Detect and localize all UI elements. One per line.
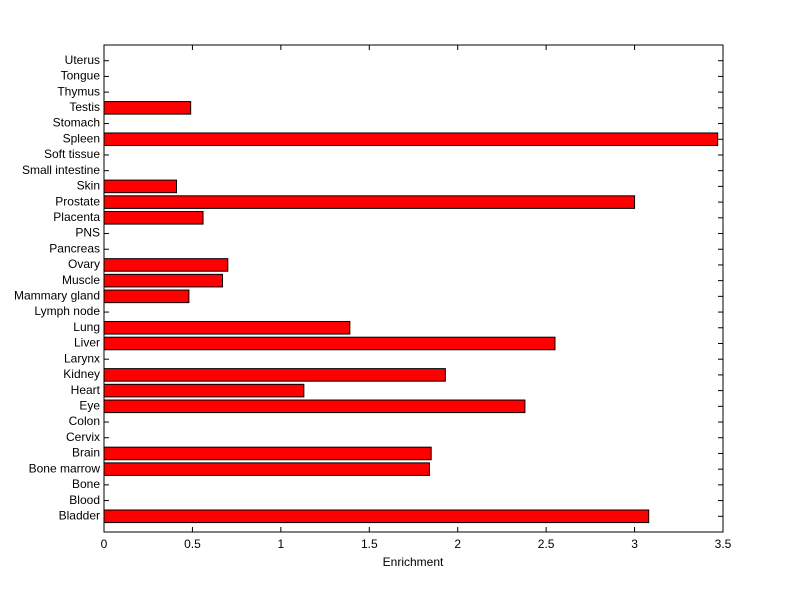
- bar: [103, 289, 190, 304]
- x-tick-label: 0.5: [184, 537, 201, 551]
- bar: [103, 211, 204, 225]
- y-tick-label: Small intestine: [22, 163, 100, 177]
- y-tick-label: Lymph node: [34, 304, 100, 318]
- y-tick-label: Muscle: [62, 273, 100, 287]
- y-tick-label: Bone: [72, 477, 100, 491]
- y-tick-label: Thymus: [57, 84, 100, 98]
- bar: [103, 179, 178, 194]
- y-tick-label: Colon: [69, 414, 100, 428]
- x-axis-label: Enrichment: [383, 555, 444, 569]
- y-tick-label: Heart: [71, 383, 101, 397]
- y-tick-label: Uterus: [65, 53, 100, 67]
- y-tick-label: Blood: [69, 493, 100, 507]
- y-tick-label: Kidney: [63, 367, 100, 381]
- y-tick-label: Liver: [74, 336, 100, 350]
- y-tick-label: Brain: [72, 446, 100, 460]
- y-tick-label: Prostate: [55, 194, 100, 208]
- y-tick-label: Larynx: [64, 351, 100, 365]
- y-tick-label: Ovary: [68, 257, 100, 271]
- x-tick-label: 1: [278, 537, 285, 551]
- bar: [103, 399, 526, 414]
- y-tick-label: Testis: [69, 100, 100, 114]
- y-tick-label: Bladder: [59, 508, 100, 522]
- bar: [103, 336, 556, 351]
- x-tick-label: 3: [631, 537, 638, 551]
- bar: [103, 101, 192, 115]
- bar: [103, 446, 432, 461]
- bar: [103, 462, 430, 476]
- x-tick-label: 3.5: [715, 537, 732, 551]
- bar: [103, 258, 229, 272]
- y-tick-label: Stomach: [53, 116, 100, 130]
- bar: [103, 132, 719, 147]
- bar: [103, 195, 636, 209]
- y-tick-label: Cervix: [66, 430, 100, 444]
- y-tick-label: Soft tissue: [44, 147, 100, 161]
- x-tick-label: 2: [454, 537, 461, 551]
- y-tick-label: Skin: [77, 179, 100, 193]
- bar: [103, 320, 351, 335]
- y-tick-label: Pancreas: [49, 241, 100, 255]
- bar: [103, 273, 223, 288]
- y-tick-label: Lung: [73, 320, 100, 334]
- bar: [103, 383, 305, 398]
- y-tick-label: Placenta: [53, 210, 100, 224]
- y-tick-label: Eye: [79, 398, 100, 412]
- bar: [103, 509, 650, 524]
- bar: [103, 368, 446, 382]
- y-tick-label: PNS: [75, 226, 100, 240]
- x-tick-label: 1.5: [361, 537, 378, 551]
- x-tick-label: 0: [101, 537, 108, 551]
- y-tick-label: Mammary gland: [14, 289, 100, 303]
- x-tick-label: 2.5: [538, 537, 555, 551]
- y-tick-label: Bone marrow: [29, 461, 101, 475]
- y-tick-label: Spleen: [63, 131, 100, 145]
- y-tick-label: Tongue: [61, 69, 101, 83]
